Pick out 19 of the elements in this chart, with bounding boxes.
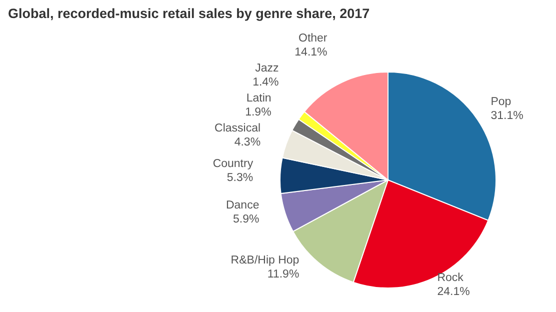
slice-label: Rock <box>437 272 464 284</box>
slice-label: Latin <box>246 92 272 105</box>
slice-label: Jazz <box>255 62 280 75</box>
data-label: 11.9% <box>267 268 300 281</box>
data-label: 14.1% <box>294 46 328 59</box>
slice-label: Classical <box>214 122 261 135</box>
slice-label: Country <box>212 158 254 170</box>
data-label: 1.9% <box>245 106 272 119</box>
data-label: 5.3% <box>226 172 254 184</box>
slice-label: R&B/Hip Hop <box>230 254 300 267</box>
slice-label: Other <box>298 32 328 45</box>
data-label: 1.4% <box>252 76 279 89</box>
slice-label: Pop <box>490 96 512 108</box>
chart-title: Global, recorded-music retail sales by genre share, 2017 <box>8 6 371 23</box>
data-label: 5.9% <box>233 214 260 226</box>
data-label: 24.1% <box>437 286 470 298</box>
slice-label: Dance <box>226 200 260 212</box>
data-label: 4.3% <box>234 136 261 149</box>
data-label: 31.1% <box>490 110 524 122</box>
